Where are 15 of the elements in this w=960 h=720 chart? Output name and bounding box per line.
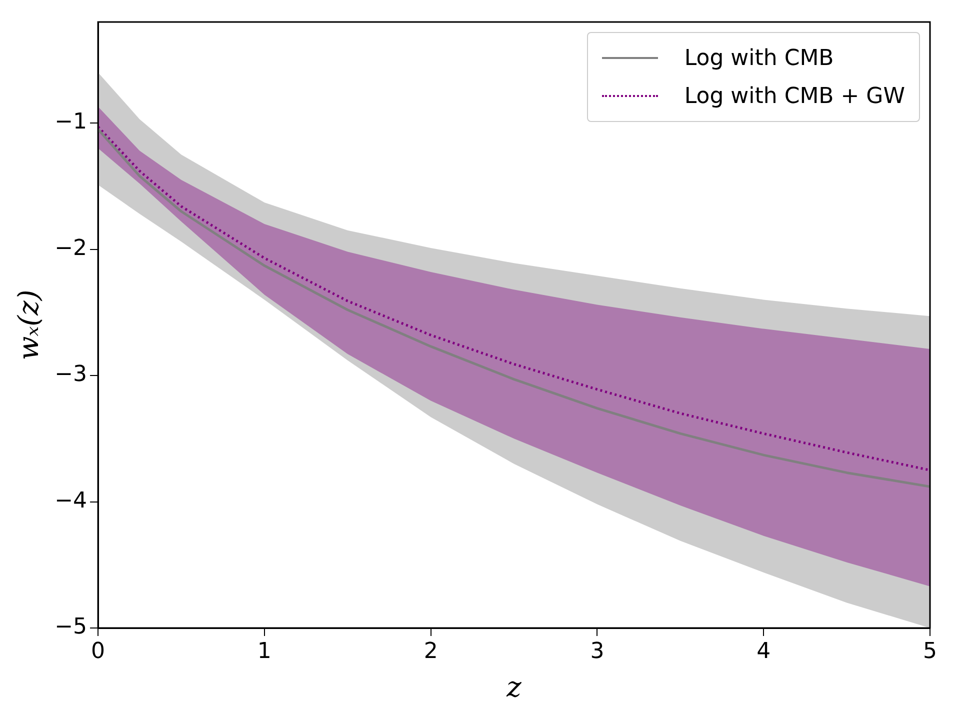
y-tick-label: −2	[54, 236, 88, 261]
x-axis-title: z	[506, 670, 522, 704]
x-tick-label: 0	[91, 638, 106, 664]
y-tick-label: −5	[54, 614, 88, 640]
x-tick-label: 2	[424, 638, 438, 664]
y-tick-label: −4	[54, 488, 88, 514]
y-tick-label: −1	[54, 110, 88, 135]
legend-label: Log with CMB	[684, 46, 834, 70]
y-axis-title: wₓ(z)	[12, 290, 46, 360]
x-tick-label: 3	[590, 638, 604, 664]
x-tick-label: 4	[756, 638, 771, 664]
x-tick-label: 5	[923, 638, 937, 664]
legend-label: Log with CMB + GW	[684, 84, 905, 108]
x-tick-label: 1	[257, 638, 272, 664]
y-tick-label: −3	[54, 362, 88, 388]
